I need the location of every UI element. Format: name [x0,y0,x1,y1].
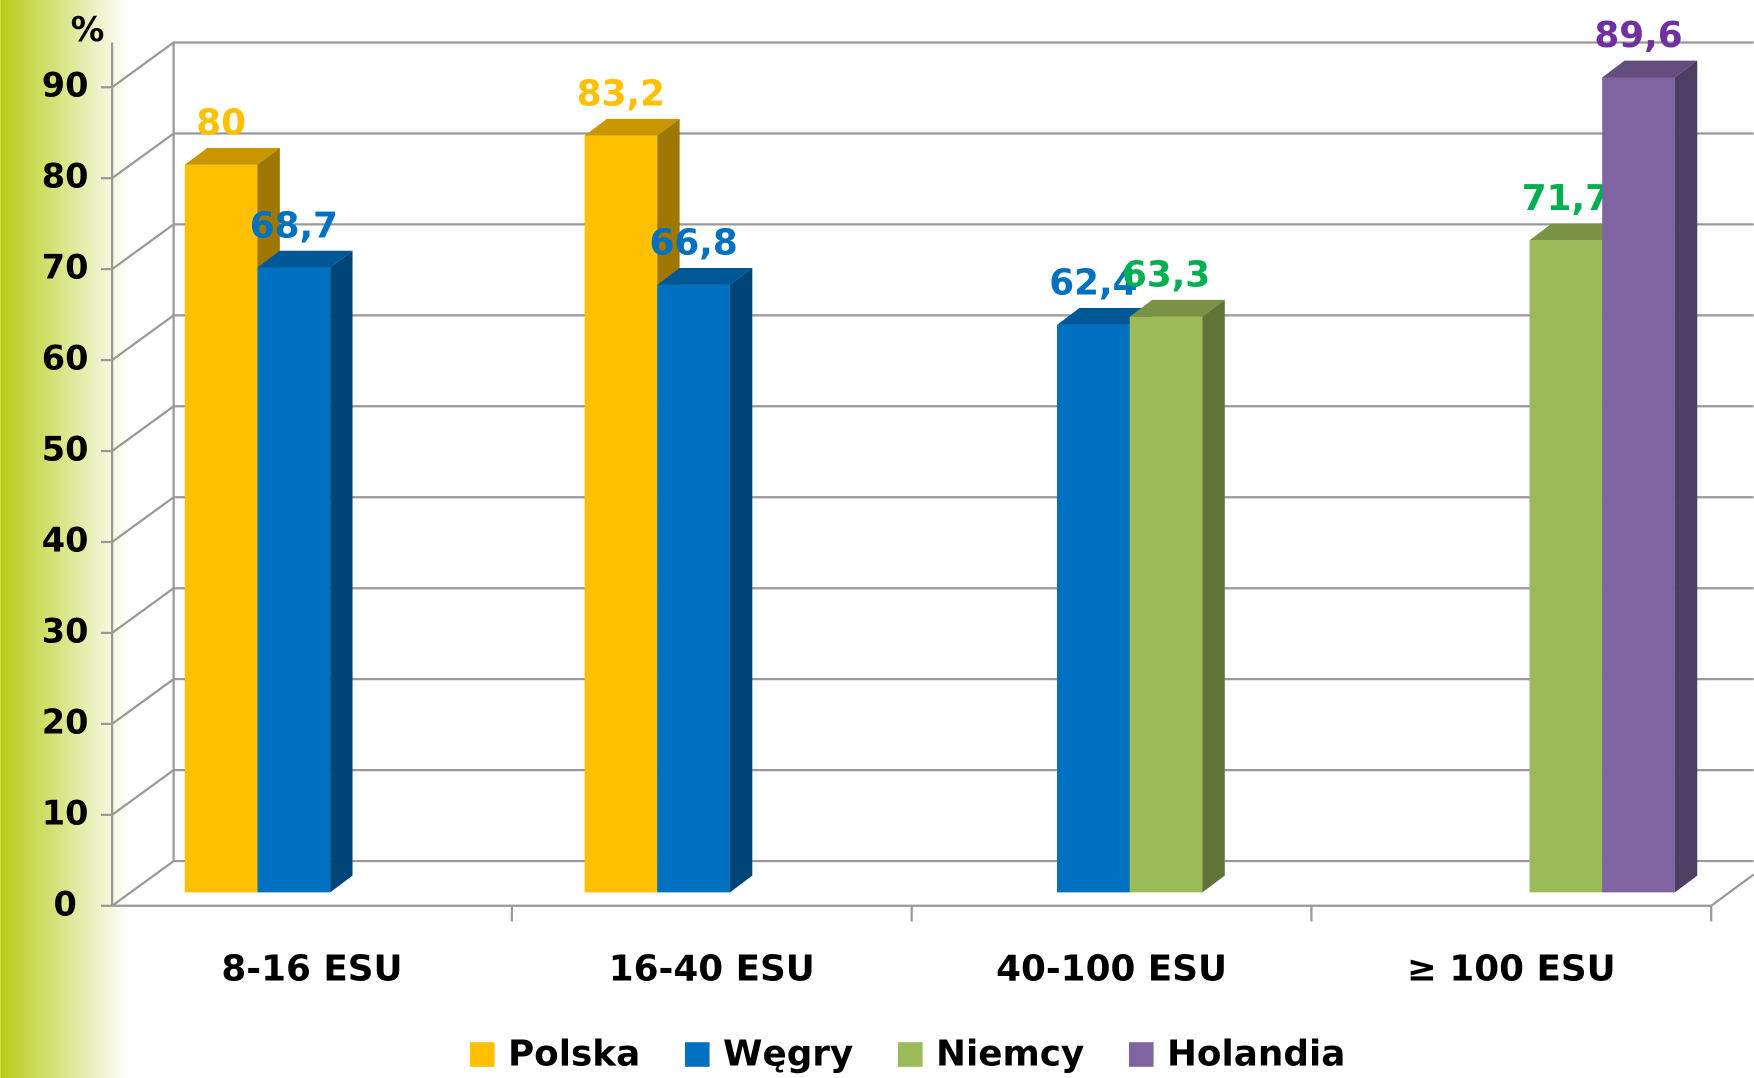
bar [1529,240,1603,893]
value-label: 63,3 [1122,254,1210,295]
bar-side [1674,60,1698,893]
grid-line [111,768,1754,816]
value-label: 80 [196,102,246,143]
y-tick-label: 80 [42,157,89,196]
y-tick-label: 60 [42,339,89,378]
legend-label: Polska [508,1034,640,1075]
legend-swatch [469,1042,495,1067]
y-tick-label: 70 [42,248,89,287]
grid-line [111,859,1754,907]
bar-side [729,268,753,893]
y-tick-label: 40 [42,520,89,559]
value-label: 62,4 [1049,263,1137,304]
y-tick-label: 50 [42,430,89,469]
grid-line [111,405,1754,452]
bar-side [1202,299,1225,893]
x-tick-label: ≥ 100 ESU [1407,949,1616,990]
bar [1602,77,1675,893]
x-tick-label: 40-100 ESU [996,949,1227,990]
bar [257,267,331,893]
grid-line [111,678,1754,725]
bar [1057,324,1130,893]
x-tick-label: 8-16 ESU [221,949,402,990]
legend-label: Niemcy [936,1034,1084,1075]
grid-line [111,41,1754,89]
legend-swatch [684,1042,710,1067]
y-tick-label: 0 [53,884,76,923]
y-tick-label: 20 [42,702,89,741]
value-label: 68,7 [250,205,338,246]
x-tick-label: 16-40 ESU [609,949,815,990]
grid-line [111,132,1754,180]
bar [184,164,258,893]
bar-top [257,250,353,268]
bar-top [1529,223,1625,241]
grid-line [111,496,1754,543]
bar [657,284,730,893]
y-axis-label: % [71,10,105,49]
value-label: 71,7 [1522,178,1610,219]
legend-label: Holandia [1167,1034,1345,1075]
y-tick-label: 10 [42,793,89,832]
bar [1129,316,1203,893]
bar-top [1129,299,1225,317]
value-label: 89,6 [1594,15,1682,56]
grid-line [111,314,1754,361]
bar-top [657,268,753,285]
bar [584,135,658,893]
floor-edge [112,873,1754,907]
value-label: 83,2 [577,73,665,114]
legend-swatch [897,1042,923,1067]
y-tick-label: 30 [42,611,89,650]
bar-top [584,118,680,136]
bar-top [1602,60,1698,78]
y-tick-label: 90 [42,66,89,105]
grid-line [111,223,1754,271]
bar-side [330,250,353,893]
bar-top [184,147,280,165]
grid-line [111,587,1754,634]
legend-swatch [1128,1042,1154,1067]
bar-top [1057,308,1153,325]
side-strip [0,0,129,1078]
legend-label: Węgry [723,1034,853,1075]
value-label: 66,8 [649,223,737,264]
